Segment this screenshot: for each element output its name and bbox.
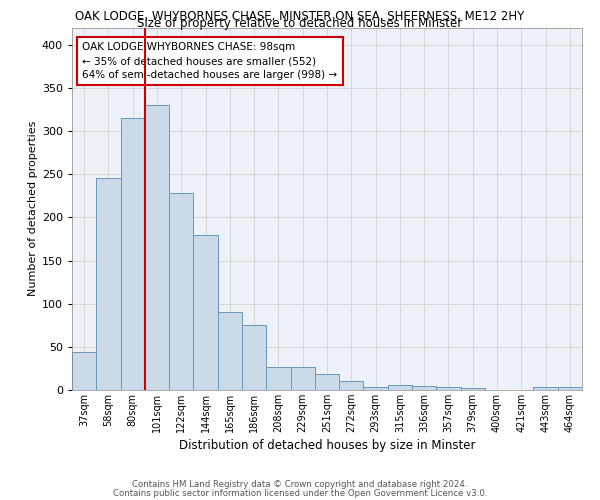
Text: Contains public sector information licensed under the Open Government Licence v3: Contains public sector information licen… — [113, 488, 487, 498]
Bar — [533, 386, 558, 390]
Bar — [169, 193, 193, 390]
Y-axis label: Number of detached properties: Number of detached properties — [28, 121, 38, 296]
Text: Size of property relative to detached houses in Minster: Size of property relative to detached ho… — [137, 18, 463, 30]
Bar — [145, 105, 169, 390]
X-axis label: Distribution of detached houses by size in Minster: Distribution of detached houses by size … — [179, 439, 475, 452]
Bar — [315, 374, 339, 390]
Bar — [290, 366, 315, 390]
Bar — [96, 178, 121, 390]
Text: OAK LODGE, WHYBORNES CHASE, MINSTER ON SEA, SHEERNESS, ME12 2HY: OAK LODGE, WHYBORNES CHASE, MINSTER ON S… — [76, 10, 524, 23]
Bar — [364, 386, 388, 390]
Bar — [218, 312, 242, 390]
Bar — [339, 382, 364, 390]
Bar — [193, 234, 218, 390]
Bar — [72, 352, 96, 390]
Bar — [388, 385, 412, 390]
Text: OAK LODGE WHYBORNES CHASE: 98sqm
← 35% of detached houses are smaller (552)
64% : OAK LODGE WHYBORNES CHASE: 98sqm ← 35% o… — [82, 42, 337, 80]
Bar — [121, 118, 145, 390]
Bar — [461, 388, 485, 390]
Bar — [242, 326, 266, 390]
Bar — [266, 366, 290, 390]
Bar — [558, 386, 582, 390]
Bar — [412, 386, 436, 390]
Bar — [436, 386, 461, 390]
Text: Contains HM Land Registry data © Crown copyright and database right 2024.: Contains HM Land Registry data © Crown c… — [132, 480, 468, 489]
